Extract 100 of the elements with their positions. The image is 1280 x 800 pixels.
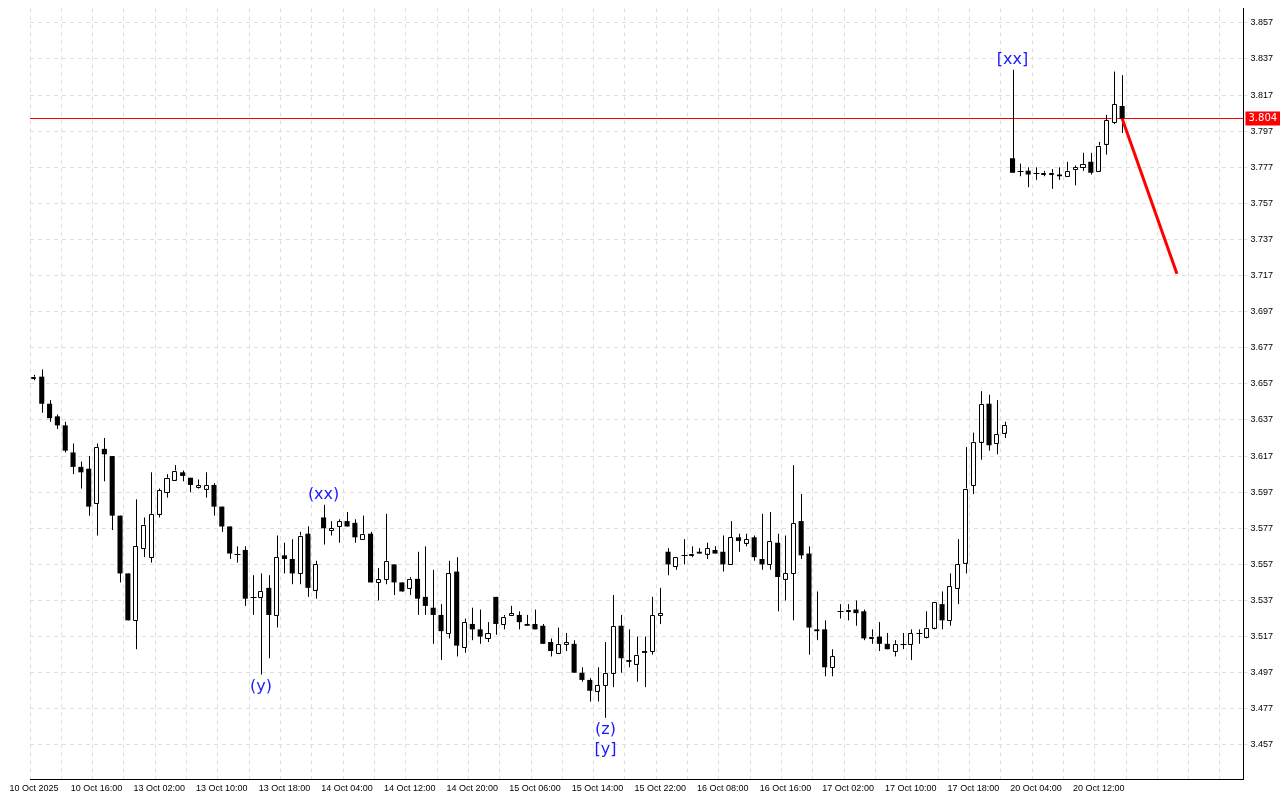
candlestick [297, 531, 303, 585]
candlestick [148, 471, 154, 564]
candlestick [728, 520, 734, 565]
x-tick-label: 14 Oct 20:00 [446, 783, 499, 794]
y-tick-label: 3.517 [1250, 631, 1274, 642]
candlestick [939, 590, 945, 630]
candlestick [414, 551, 421, 616]
candlestick [70, 442, 76, 475]
x-tick-label: 17 Oct 10:00 [884, 783, 937, 794]
candlestick [1080, 152, 1086, 172]
candlestick [1049, 168, 1055, 190]
candlestick [321, 504, 327, 546]
y-tick-label: 3.557 [1250, 558, 1274, 569]
y-tick-label: 3.757 [1250, 197, 1274, 208]
x-tick-label: 15 Oct 14:00 [571, 783, 624, 794]
candlestick [219, 506, 225, 533]
y-tick-label: 3.677 [1250, 342, 1274, 353]
candlestick [391, 563, 397, 596]
candlestick [516, 610, 522, 630]
y-tick-label: 3.497 [1250, 667, 1274, 678]
candlestick [869, 628, 875, 645]
candlestick [1009, 69, 1016, 174]
y-tick-label: 3.537 [1250, 594, 1274, 605]
candlestick [211, 482, 217, 517]
y-tick-label: 3.797 [1250, 125, 1274, 136]
candlestick [720, 535, 726, 573]
y-tick-label: 3.637 [1250, 414, 1274, 425]
candlestick [430, 569, 436, 645]
candlestick [602, 641, 608, 719]
candlestick [336, 518, 342, 544]
candlestick [767, 511, 773, 571]
candlestick [352, 518, 358, 544]
candlestick [281, 542, 287, 574]
candlestick [540, 623, 546, 645]
candlestick [289, 538, 295, 585]
candlestick [422, 545, 428, 616]
candlestick [164, 473, 170, 499]
candlestick [1119, 74, 1125, 134]
candlestick [876, 621, 882, 652]
candlestick [759, 513, 765, 571]
candlestick [47, 399, 53, 423]
x-tick-label: 17 Oct 18:00 [947, 783, 1000, 794]
x-tick-label: 13 Oct 18:00 [258, 783, 311, 794]
candlestick [375, 567, 381, 601]
y-tick-label: 3.817 [1250, 89, 1274, 100]
annotation: (xx) [307, 483, 340, 503]
annotation: [y] [594, 738, 617, 758]
candlestick [360, 515, 366, 540]
y-tick-label: 3.597 [1250, 486, 1274, 497]
x-tick-label: 14 Oct 04:00 [321, 783, 373, 794]
candlestick [626, 628, 632, 668]
x-tick-label: 14 Oct 12:00 [383, 783, 436, 794]
y-tick-label: 3.777 [1250, 161, 1274, 172]
x-tick-label: 15 Oct 06:00 [509, 783, 561, 794]
y-tick-label: 3.837 [1250, 53, 1274, 64]
candlestick [438, 603, 444, 661]
candlestick [140, 516, 147, 558]
candlestick [461, 618, 468, 654]
y-tick-label: 3.697 [1250, 306, 1274, 317]
y-tick-label: 3.477 [1250, 703, 1274, 714]
candlestick [587, 677, 593, 703]
candlestick [642, 636, 648, 688]
candlestick [947, 572, 953, 627]
annotation: (z) [594, 718, 616, 738]
candlestick [814, 590, 820, 641]
x-tick-label: 13 Oct 10:00 [196, 783, 248, 794]
x-tick-label: 15 Oct 22:00 [634, 783, 686, 794]
y-tick-label: 3.857 [1250, 17, 1274, 28]
x-tick-label: 17 Oct 02:00 [822, 783, 874, 794]
x-tick-label: 16 Oct 16:00 [759, 783, 812, 794]
x-tick-label: 20 Oct 12:00 [1072, 783, 1125, 794]
y-tick-label: 3.717 [1250, 270, 1274, 281]
y-tick-label: 3.657 [1250, 378, 1274, 389]
candlestick [234, 545, 241, 564]
y-tick-label: 3.457 [1250, 739, 1274, 750]
candlestick [735, 533, 742, 553]
candlestick [994, 399, 1000, 455]
candlestick [649, 596, 655, 656]
x-tick-label: 13 Oct 02:00 [133, 783, 185, 794]
candlestick [548, 637, 554, 657]
y-tick-label: 3.577 [1250, 522, 1274, 533]
annotation: [xx] [996, 48, 1029, 68]
candlestick [837, 603, 844, 620]
candlestick [477, 609, 483, 645]
candlestick [1111, 71, 1117, 125]
x-tick-label: 10 Oct 2025 [9, 783, 59, 794]
ref-line-label: 3.804 [1248, 112, 1278, 124]
candlestick [485, 621, 491, 643]
candlestick [665, 547, 671, 576]
candlestick [1072, 164, 1078, 186]
candlestick [1088, 152, 1094, 175]
x-tick-label: 16 Oct 08:00 [697, 783, 749, 794]
x-tick-label: 20 Oct 04:00 [1010, 783, 1062, 794]
candlestick [829, 648, 836, 677]
candlestick [751, 535, 757, 562]
candlestick [133, 498, 139, 650]
x-tick-label: 10 Oct 16:00 [70, 783, 123, 794]
y-tick-label: 3.737 [1250, 233, 1274, 244]
annotation: (y) [249, 675, 272, 695]
y-tick-label: 3.617 [1250, 450, 1274, 461]
